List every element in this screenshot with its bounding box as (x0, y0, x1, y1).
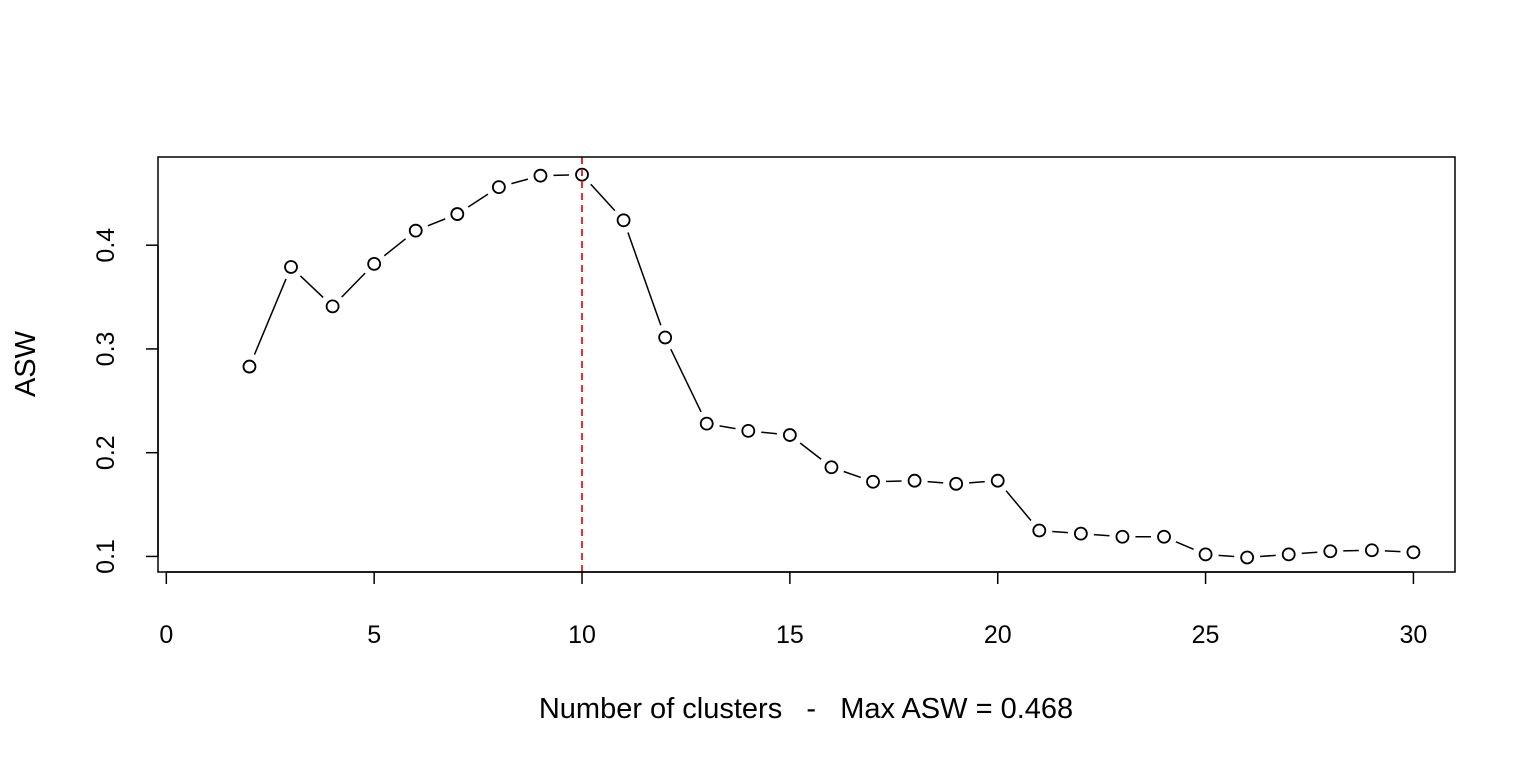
plot-layer (242, 157, 1421, 572)
series-line-segment (299, 275, 324, 298)
series-line-segment (627, 232, 662, 326)
series-line-segment (1093, 533, 1110, 537)
series-line-segment (719, 425, 736, 430)
y-axis-label: ASW (10, 330, 42, 397)
series-line-segment (1005, 490, 1032, 522)
data-point (658, 330, 673, 345)
data-point (907, 473, 922, 488)
series-line-segment (467, 193, 489, 208)
series-line-segment (969, 480, 985, 484)
data-point (824, 460, 839, 475)
series-line-segment (843, 470, 861, 479)
x-tick-label: 30 (1400, 621, 1428, 649)
series-line-segment (590, 183, 616, 212)
x-tick-label: 10 (568, 621, 596, 649)
data-point (782, 428, 797, 442)
series-line-segment (927, 480, 944, 484)
data-point (367, 256, 382, 271)
data-point (533, 168, 548, 183)
x-tick-label: 0 (159, 621, 173, 649)
data-point (1115, 529, 1130, 544)
data-point (284, 260, 298, 274)
series-line-segment (253, 278, 287, 355)
data-point (616, 213, 631, 228)
data-point (1240, 550, 1255, 565)
series-line-segment (1175, 541, 1194, 550)
series-line-segment (341, 272, 366, 298)
series-line-segment (1384, 550, 1401, 553)
data-point (741, 423, 756, 438)
series-line-segment (761, 431, 778, 435)
data-point (866, 474, 880, 489)
data-point (1281, 547, 1296, 562)
series-line-segment (799, 442, 822, 460)
y-tick-label: 0.1 (92, 539, 120, 574)
series-line-segment (427, 218, 446, 227)
data-point (450, 207, 465, 221)
y-tick-label: 0.3 (92, 332, 120, 367)
x-axis-label: Number of clusters - Max ASW = 0.468 (539, 693, 1073, 725)
data-point (699, 416, 714, 431)
data-point (1032, 523, 1047, 538)
data-point (949, 476, 964, 491)
series-line-segment (1218, 554, 1235, 558)
data-point (242, 359, 257, 374)
data-point (1157, 529, 1171, 544)
series-line-segment (1301, 551, 1318, 555)
series-line-segment (383, 238, 407, 257)
data-point (1323, 544, 1338, 559)
axes-layer: 0 5 10 15 20 25 30 0.1 0.2 0.3 0.4 (92, 156, 1456, 649)
series-line-segment (1052, 530, 1068, 534)
x-tick-label: 25 (1192, 621, 1220, 649)
x-tick-label: 20 (984, 621, 1012, 649)
data-point (325, 299, 340, 314)
y-tick-label: 0.2 (92, 435, 120, 470)
data-point (1406, 545, 1421, 560)
data-point (491, 180, 506, 194)
y-tick-label: 0.4 (92, 228, 120, 263)
data-point (1364, 543, 1379, 558)
series-line-segment (511, 178, 529, 185)
data-point (575, 167, 589, 182)
data-point (408, 223, 423, 238)
data-point (1198, 547, 1213, 562)
series-line-segment (1260, 554, 1276, 558)
x-tick-label: 15 (776, 621, 804, 649)
series-line-segment (670, 348, 702, 413)
data-point (1073, 526, 1088, 541)
x-tick-label: 5 (367, 621, 381, 649)
data-point (990, 473, 1005, 488)
